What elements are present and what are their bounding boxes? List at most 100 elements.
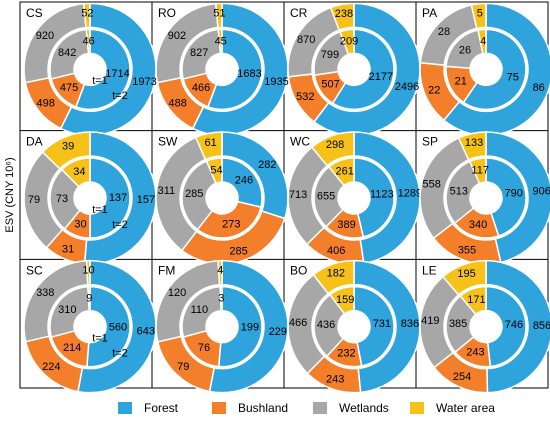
value-label: 117 [471, 165, 489, 177]
value-label: 1935 [264, 76, 288, 88]
value-label: 643 [137, 326, 155, 338]
slice-water-area [214, 2, 223, 29]
value-label: 22 [428, 85, 440, 97]
panel-title: PA [422, 6, 437, 20]
donut-panel-fm: FM 199 76 110 3 229 79 120 4 [155, 259, 289, 394]
slice-forest [89, 157, 131, 239]
slice-water-area [85, 28, 91, 55]
donut-panel-da: DA 137 30 73 34 157 31 79 39 t=1 t=2 [23, 131, 157, 265]
slice-wetlands [445, 160, 481, 225]
legend-label: Forest [144, 401, 179, 415]
value-label: 232 [337, 348, 355, 360]
legend-swatch [212, 402, 226, 414]
value-label: 9 [86, 293, 92, 305]
value-label: 282 [258, 159, 276, 171]
slice-forest [75, 28, 131, 111]
value-label: 836 [401, 318, 419, 330]
slice-water-area [85, 259, 91, 286]
slice-water-area [339, 28, 355, 56]
value-label: 856 [533, 320, 550, 332]
slice-wetlands [49, 285, 90, 338]
slice-forest [485, 131, 550, 264]
value-label: 906 [532, 186, 550, 198]
value-label: 532 [296, 91, 314, 103]
panel-title: DA [26, 135, 43, 149]
value-label: 243 [326, 373, 344, 385]
value-label: 137 [109, 192, 127, 204]
value-label: 827 [190, 47, 208, 59]
slice-water-area [477, 28, 487, 55]
value-label: 171 [467, 294, 485, 306]
value-label: 214 [63, 342, 81, 354]
value-label: 195 [457, 268, 475, 280]
value-label: 389 [337, 219, 355, 231]
value-label: 73 [56, 193, 68, 205]
slice-water-area [219, 285, 223, 312]
value-label: 229 [269, 326, 287, 338]
value-label: 466 [192, 82, 210, 94]
value-label: 75 [507, 71, 519, 83]
value-label: 507 [321, 78, 339, 90]
period-label-t1: t=1 [92, 75, 108, 87]
period-label-t1: t=1 [92, 333, 108, 345]
value-label: 731 [373, 318, 391, 330]
value-label: 1123 [370, 189, 394, 201]
legend-swatch [410, 402, 424, 414]
donut-panel-sw: SW 246 273 285 54 282 285 311 61 [155, 131, 289, 265]
value-label: 61 [205, 137, 217, 149]
value-label: 159 [336, 294, 354, 306]
value-label: 110 [191, 304, 209, 316]
value-label: 498 [36, 97, 54, 109]
value-label: 224 [42, 361, 60, 373]
panel-title: WC [290, 135, 310, 149]
legend-item-forest: Forest [118, 401, 179, 415]
value-label: 2496 [395, 81, 419, 93]
slice-wetlands [313, 293, 346, 358]
period-label-t2: t=2 [112, 219, 128, 231]
slice-water-area [217, 28, 223, 55]
slice-water-area [87, 285, 91, 312]
slice-forest [217, 285, 263, 368]
donut-panel-cs: CS 1714 475 842 46 1973 498 920 52 t=1 t=2 [23, 2, 157, 137]
value-label: 385 [449, 318, 467, 330]
slice-forest [86, 285, 131, 368]
slice-forest [208, 259, 289, 394]
value-label: 133 [465, 137, 483, 149]
panel-title: SP [422, 135, 438, 149]
panel-title: BO [290, 263, 307, 277]
value-label: 355 [458, 245, 476, 257]
slice-water-area [468, 157, 487, 185]
legend-swatch [313, 402, 327, 414]
panel-title: SW [158, 135, 178, 149]
value-label: 21 [455, 75, 467, 87]
slice-forest [353, 285, 395, 367]
value-label: 273 [222, 218, 240, 230]
slice-wetlands [181, 285, 223, 338]
value-label: 182 [327, 268, 345, 280]
legend-label: Water area [436, 401, 495, 415]
panel-title: CR [290, 6, 308, 20]
value-label: 5 [477, 8, 483, 20]
value-label: 436 [317, 319, 335, 331]
value-label: 713 [289, 189, 307, 201]
slice-water-area [329, 285, 355, 315]
slice-forest [462, 28, 527, 111]
slice-water-area [82, 2, 91, 29]
slice-forest [312, 2, 421, 137]
donut-panel-wc: WC 1123 389 655 261 1289 406 713 298 [287, 131, 422, 265]
value-label: 3 [218, 293, 224, 305]
value-label: 466 [289, 317, 307, 329]
value-label: 2177 [369, 71, 393, 83]
value-label: 79 [28, 194, 40, 206]
slice-water-area [312, 259, 355, 295]
slice-water-area [327, 157, 355, 187]
value-label: 120 [168, 287, 186, 299]
value-label: 1714 [105, 68, 129, 80]
value-label: 39 [62, 140, 74, 152]
value-label: 920 [36, 30, 54, 42]
slice-forest [191, 2, 289, 137]
value-label: 10 [82, 265, 94, 277]
value-label: 34 [73, 166, 85, 178]
